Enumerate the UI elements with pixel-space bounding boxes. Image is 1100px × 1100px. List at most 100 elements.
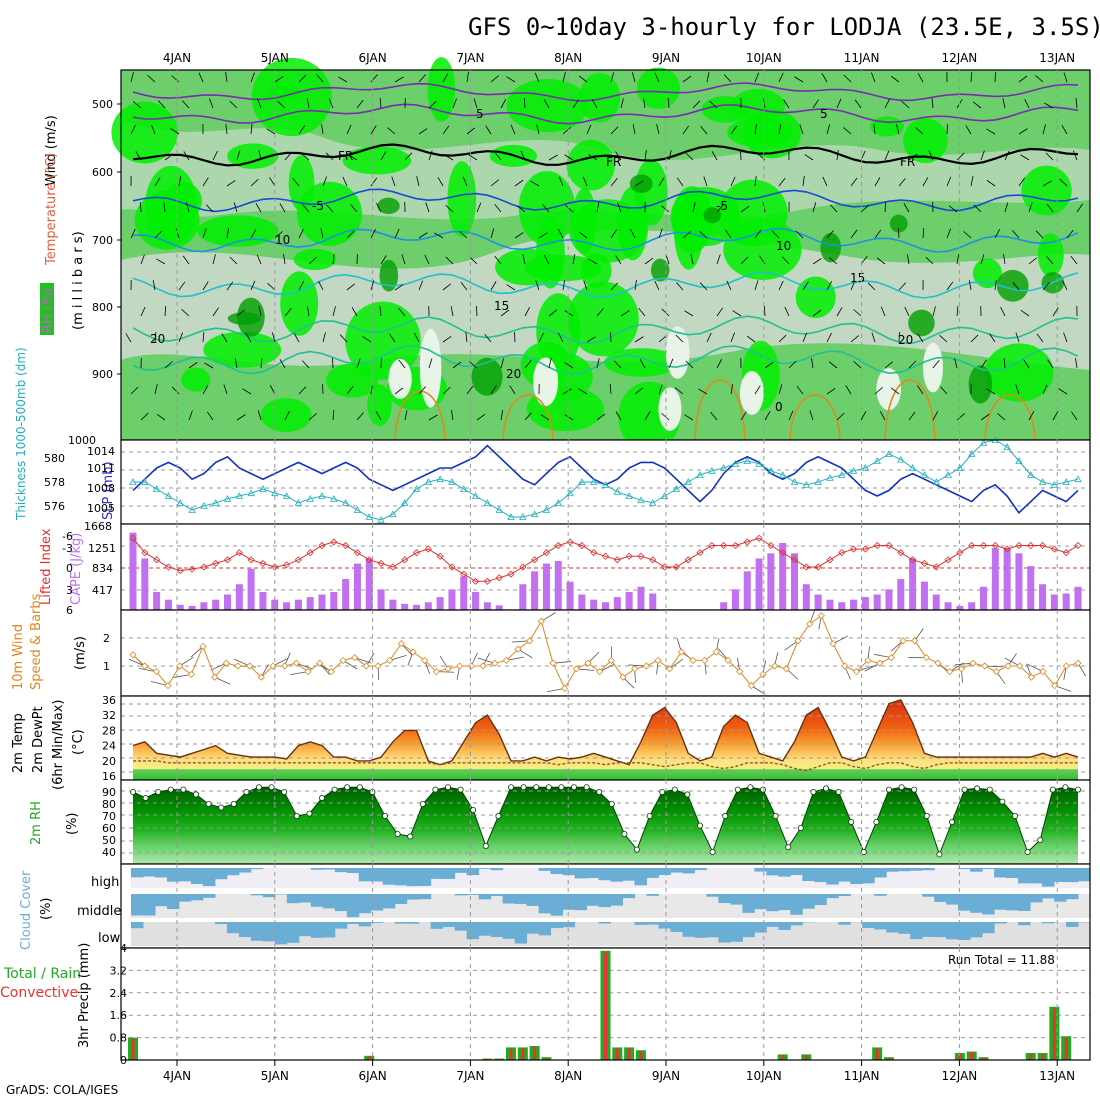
convective-contour xyxy=(884,379,936,441)
thk-tick-580: 580 xyxy=(44,452,65,465)
li-point xyxy=(1027,541,1035,550)
wind-barb xyxy=(730,176,736,187)
rh-point xyxy=(709,849,716,856)
wind-speed-point xyxy=(1016,662,1024,670)
wind-barb xyxy=(394,284,404,291)
cloud-cell xyxy=(178,868,192,882)
wind-barb xyxy=(880,306,886,317)
wind-barb xyxy=(1012,230,1020,239)
cloud-cell xyxy=(982,868,995,870)
wind-barb-10m xyxy=(864,662,880,672)
wind-barb xyxy=(1018,128,1028,135)
wind-barb-10m xyxy=(342,660,358,670)
cloud-cell xyxy=(754,868,767,872)
wind-barb xyxy=(682,231,691,239)
precip-convective-bar xyxy=(1052,1008,1056,1060)
wind-barb xyxy=(302,204,310,213)
wind-speed-point xyxy=(537,617,545,625)
wind-barb xyxy=(826,281,833,291)
wind-barb xyxy=(854,99,862,109)
li-point xyxy=(684,556,692,564)
cloud-cell xyxy=(790,868,803,876)
cloud-cell xyxy=(778,922,791,930)
cape-bar xyxy=(1074,586,1082,610)
wind-barb xyxy=(156,258,166,265)
upper-rh-label: RH (%) xyxy=(41,288,56,333)
wind-speed-point xyxy=(654,656,662,664)
wind-speed-point xyxy=(712,648,720,656)
wind-barb xyxy=(989,333,996,343)
li-point xyxy=(318,541,326,550)
cape-bar xyxy=(235,584,243,610)
precip-tick-label: 4 xyxy=(120,942,127,955)
cloud-cell xyxy=(826,868,839,885)
thickness-point xyxy=(318,492,326,499)
wind-barb xyxy=(524,306,531,317)
temp-label2: 2m DewPt xyxy=(31,706,46,773)
cape-bar xyxy=(897,579,905,610)
cloud-cell xyxy=(838,868,851,882)
thickness-point xyxy=(412,485,421,492)
cloud-cell xyxy=(1078,868,1091,882)
wind-barb xyxy=(387,127,396,135)
cloud-cell xyxy=(322,868,336,870)
rh-point xyxy=(1062,784,1069,791)
temp-tick-label: 24 xyxy=(102,740,116,753)
rh-moist-cell xyxy=(280,271,319,336)
wind-barb xyxy=(250,280,256,291)
cloud-cell xyxy=(538,894,552,914)
wind-speed-point xyxy=(409,648,417,656)
rh-point xyxy=(268,784,275,791)
wind-speed-point xyxy=(829,640,837,648)
wind-barb xyxy=(380,255,387,265)
wind-barb xyxy=(903,203,910,213)
wind-barb xyxy=(260,358,263,369)
precip-convective-bar xyxy=(627,1048,631,1060)
wind-barb xyxy=(583,280,588,291)
wind-barb xyxy=(812,258,822,265)
wind-barb xyxy=(871,72,876,83)
wind-speed-point xyxy=(747,682,755,690)
thickness-point xyxy=(838,471,846,478)
cloud-cell xyxy=(970,922,983,938)
li-point xyxy=(353,549,362,557)
wind-barb xyxy=(298,74,307,83)
wind-speed-point xyxy=(689,656,697,664)
wind-barb-10m xyxy=(233,658,250,667)
rh-point xyxy=(886,786,893,793)
wind-barb-10m xyxy=(832,635,849,644)
wind-barb xyxy=(205,204,214,213)
wind-barb xyxy=(543,99,550,109)
cloud-cell xyxy=(550,868,564,875)
wind-barb xyxy=(898,282,907,291)
wind-barb xyxy=(322,332,326,343)
wind-barb xyxy=(968,280,972,291)
thickness-point xyxy=(743,457,751,464)
wind-barb-10m xyxy=(622,676,635,689)
wind-barb xyxy=(442,73,449,83)
wind-barb xyxy=(932,359,940,369)
wind-barb xyxy=(812,309,822,317)
thickness-point xyxy=(330,494,338,502)
wind-barb xyxy=(644,257,654,265)
wind-barb xyxy=(876,257,886,265)
wind-barb xyxy=(250,72,255,83)
li-point xyxy=(271,563,279,571)
wind-barb xyxy=(811,358,814,369)
wind-barb xyxy=(898,227,900,239)
wind-speed-point xyxy=(724,656,732,664)
cloud-cell xyxy=(382,894,396,909)
wind-barb xyxy=(140,306,146,317)
wind-barb xyxy=(428,100,437,109)
wind-barb xyxy=(836,307,843,317)
wind-barb xyxy=(562,280,566,291)
wind-barb xyxy=(1046,203,1054,213)
rh-area xyxy=(133,787,1078,864)
thickness-point xyxy=(920,471,929,478)
cape-bar xyxy=(401,603,409,610)
wind-speed-point xyxy=(631,665,639,673)
rh-saturated-cell xyxy=(629,174,653,193)
li-point xyxy=(188,565,196,573)
cloud-cell xyxy=(898,922,911,934)
